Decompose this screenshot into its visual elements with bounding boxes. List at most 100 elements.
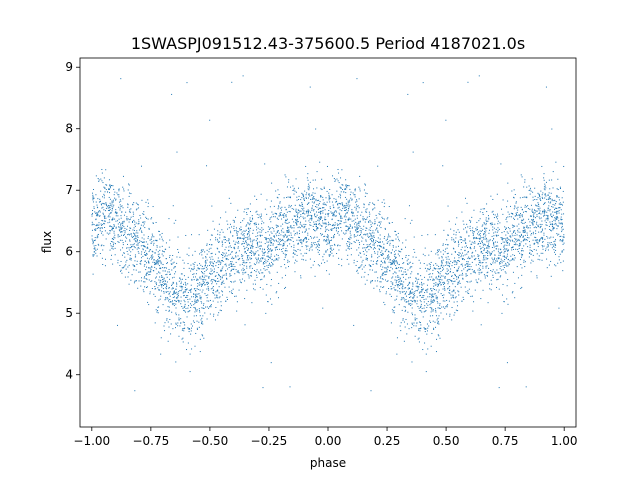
data-point bbox=[284, 174, 286, 176]
data-point bbox=[230, 247, 232, 249]
data-point bbox=[219, 231, 221, 233]
data-point bbox=[269, 298, 271, 300]
data-point bbox=[512, 258, 514, 260]
data-point bbox=[218, 242, 220, 243]
data-point bbox=[237, 258, 239, 260]
data-point bbox=[175, 314, 177, 316]
data-point bbox=[330, 240, 332, 242]
data-point bbox=[175, 312, 177, 314]
data-point bbox=[163, 278, 165, 280]
data-point bbox=[560, 219, 562, 221]
data-point bbox=[457, 241, 459, 243]
data-point bbox=[423, 295, 425, 297]
data-point bbox=[368, 245, 370, 247]
data-point bbox=[474, 246, 476, 248]
data-point bbox=[252, 245, 254, 247]
data-point bbox=[339, 215, 341, 217]
data-point bbox=[464, 239, 466, 241]
data-point bbox=[522, 240, 524, 242]
data-point bbox=[453, 230, 455, 232]
data-point bbox=[400, 330, 402, 332]
data-point bbox=[161, 281, 163, 283]
data-point bbox=[125, 268, 127, 270]
data-point bbox=[113, 194, 115, 196]
data-point bbox=[537, 225, 539, 227]
data-point bbox=[104, 215, 106, 217]
data-point bbox=[321, 226, 323, 227]
data-point bbox=[536, 215, 538, 217]
data-point bbox=[277, 230, 279, 232]
data-point bbox=[172, 288, 174, 289]
data-point bbox=[482, 208, 484, 210]
data-point bbox=[399, 284, 401, 286]
data-point bbox=[293, 187, 295, 189]
data-point bbox=[298, 233, 300, 235]
data-point bbox=[247, 257, 249, 259]
data-point bbox=[107, 209, 109, 211]
data-point bbox=[437, 271, 439, 273]
data-point bbox=[392, 260, 394, 262]
data-point bbox=[243, 218, 245, 220]
data-point bbox=[506, 206, 508, 208]
data-point bbox=[191, 268, 193, 270]
data-point bbox=[332, 175, 334, 177]
data-point bbox=[315, 226, 317, 228]
data-point bbox=[346, 187, 348, 189]
data-point bbox=[438, 275, 440, 277]
data-point bbox=[342, 207, 344, 209]
data-point bbox=[250, 255, 252, 257]
data-point bbox=[262, 288, 264, 290]
data-point bbox=[290, 186, 292, 188]
data-point bbox=[496, 260, 498, 262]
data-point bbox=[444, 251, 446, 253]
data-point bbox=[486, 265, 488, 267]
data-point bbox=[380, 281, 382, 283]
data-point bbox=[287, 226, 288, 228]
data-point bbox=[163, 267, 165, 269]
data-point bbox=[211, 261, 213, 263]
data-point bbox=[117, 194, 119, 196]
data-point bbox=[479, 233, 481, 235]
data-point bbox=[526, 225, 528, 227]
data-point bbox=[511, 292, 513, 294]
data-point bbox=[395, 276, 397, 278]
data-point bbox=[343, 222, 345, 224]
data-point bbox=[210, 273, 212, 275]
data-point bbox=[450, 280, 452, 282]
data-point bbox=[316, 245, 318, 247]
data-point bbox=[109, 221, 111, 223]
data-point bbox=[337, 231, 339, 233]
data-point bbox=[419, 330, 421, 332]
data-point bbox=[277, 218, 279, 220]
data-point bbox=[532, 219, 534, 221]
data-point bbox=[401, 291, 403, 293]
data-point bbox=[109, 225, 111, 227]
data-point bbox=[323, 223, 325, 225]
data-point bbox=[342, 189, 344, 191]
data-point bbox=[556, 216, 558, 218]
data-point bbox=[226, 299, 228, 300]
data-point bbox=[182, 292, 184, 294]
data-point bbox=[134, 235, 136, 237]
data-point bbox=[320, 196, 322, 198]
data-point bbox=[196, 269, 198, 271]
data-point bbox=[504, 244, 506, 246]
data-point bbox=[338, 206, 340, 208]
data-point bbox=[529, 227, 531, 229]
data-point bbox=[278, 215, 280, 217]
data-point bbox=[152, 261, 154, 263]
data-point bbox=[301, 231, 303, 233]
data-point bbox=[446, 258, 448, 260]
data-point bbox=[495, 248, 497, 250]
data-point bbox=[100, 245, 102, 247]
data-point bbox=[541, 223, 543, 225]
data-point bbox=[347, 229, 349, 231]
data-point bbox=[361, 264, 363, 266]
data-point bbox=[278, 234, 280, 236]
data-point bbox=[482, 246, 484, 248]
data-point bbox=[408, 205, 410, 207]
data-point bbox=[230, 253, 232, 255]
data-point bbox=[176, 256, 178, 258]
data-point bbox=[361, 261, 363, 263]
data-point bbox=[465, 242, 467, 244]
